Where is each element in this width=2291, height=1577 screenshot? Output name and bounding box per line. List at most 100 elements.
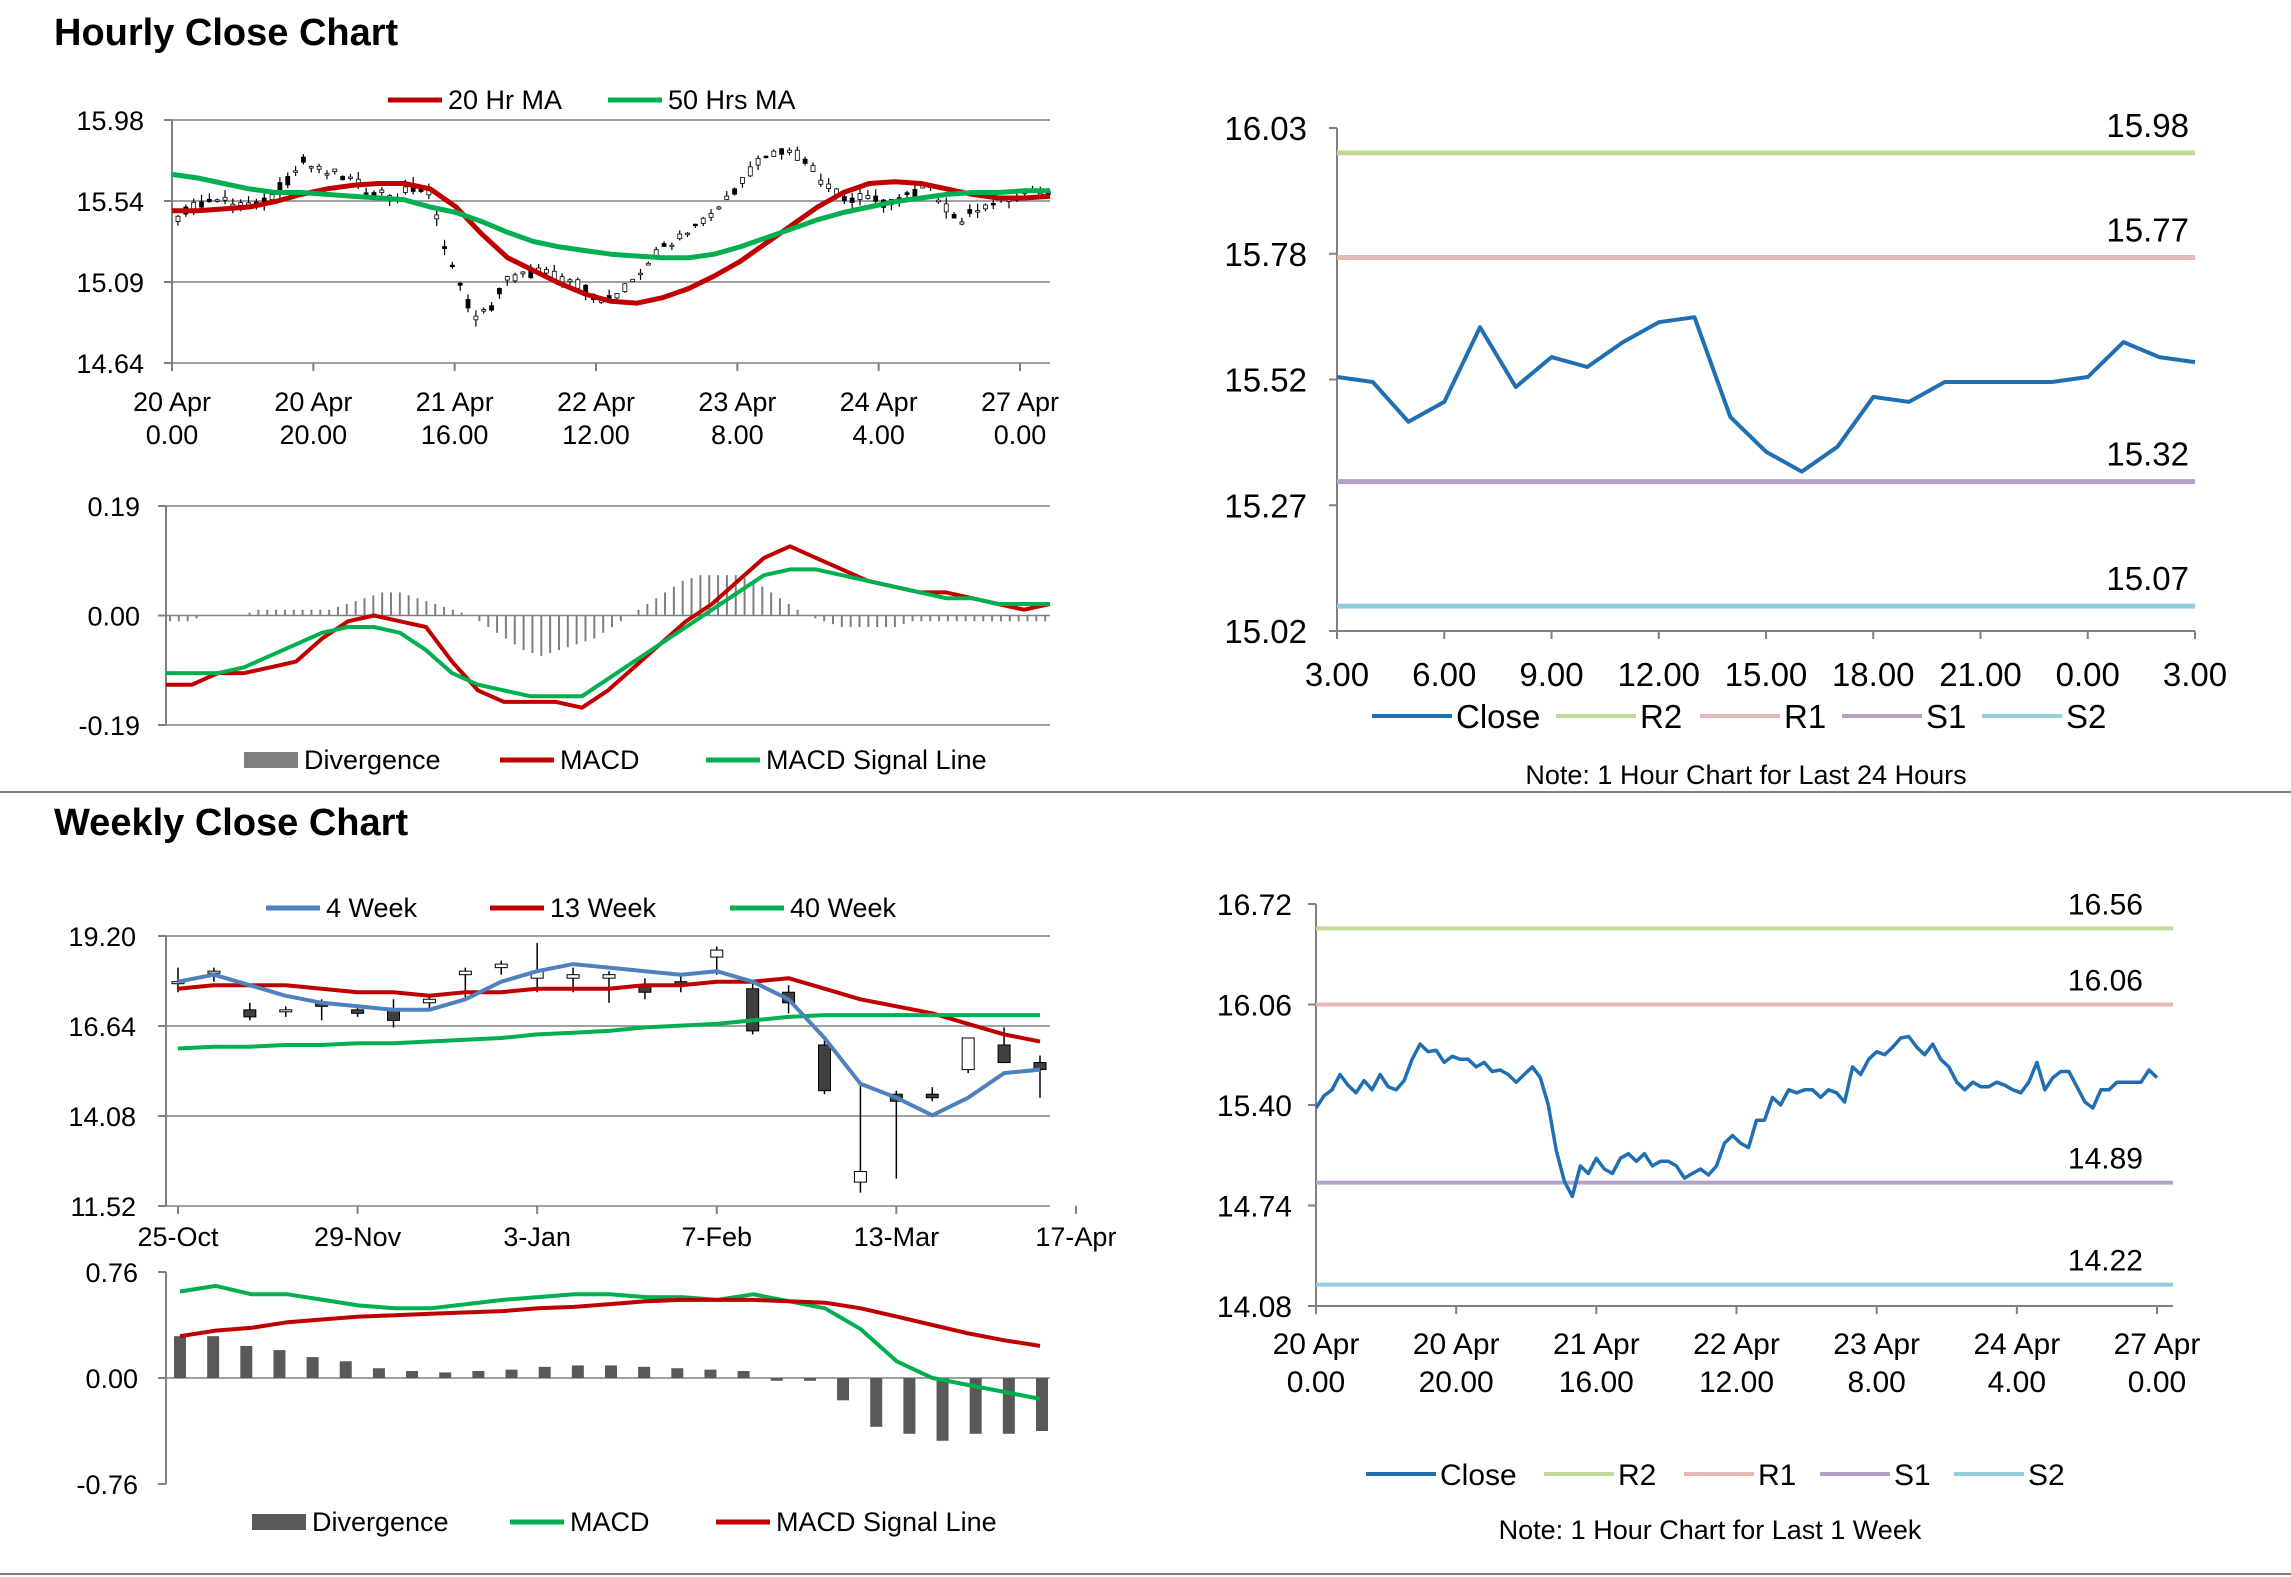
weekly-price-ytick-label: 14.08: [68, 1102, 136, 1132]
hourly-candle-body: [708, 213, 714, 218]
close-1w-ytick-label: 16.06: [1217, 990, 1292, 1023]
legend-24h-s2-label: S2: [2066, 698, 2106, 735]
hourly-price-ytick-label: 15.54: [76, 187, 144, 217]
close-24h-note: Note: 1 Hour Chart for Last 24 Hours: [1525, 760, 1966, 790]
legend-20hr-ma-label: 20 Hr MA: [448, 85, 562, 115]
weekly-macd-ytick-label: -0.76: [76, 1470, 138, 1500]
weekly-macd-divergence-bar: [870, 1378, 883, 1427]
legend-weekly-divergence-swatch: [252, 1514, 306, 1530]
close-1w-ytick-label: 14.74: [1217, 1191, 1292, 1224]
hourly-candle-body: [826, 183, 832, 190]
hourly-price-xtick-label: 22 Apr: [557, 387, 635, 417]
close-24h-xtick-label: 18.00: [1832, 656, 1915, 693]
weekly-macd-divergence-bar: [472, 1371, 485, 1378]
close-24h-level-label: 15.32: [2106, 436, 2189, 473]
close-1w-xtick-sublabel: 0.00: [2128, 1366, 2186, 1399]
legend-13week-label: 13 Week: [550, 893, 657, 923]
hourly-candle-body: [473, 315, 479, 321]
close-1w-xtick-label: 24 Apr: [1973, 1328, 2060, 1361]
hourly-candle-body: [630, 278, 636, 283]
hourly-price-xtick-sublabel: 16.00: [421, 420, 489, 450]
close-1w-ytick-label: 16.72: [1217, 889, 1292, 922]
hourly-candle-body: [677, 233, 683, 240]
hourly-candle-body: [740, 177, 745, 184]
close-1w-xtick-label: 21 Apr: [1553, 1328, 1640, 1361]
close-1w-xtick-sublabel: 4.00: [1988, 1366, 2046, 1399]
hourly-candle-body: [638, 272, 643, 276]
hourly-candle-body: [747, 166, 753, 177]
close-24h-xtick-label: 12.00: [1617, 656, 1700, 693]
hourly-candle-body: [340, 176, 346, 181]
hourly-price-xtick-label: 20 Apr: [274, 387, 352, 417]
close-1w-level-label: 16.56: [2068, 888, 2143, 921]
hourly-price-xtick-sublabel: 0.00: [994, 420, 1047, 450]
hourly-price-xtick-sublabel: 12.00: [562, 420, 630, 450]
hourly-candle-body: [841, 196, 847, 202]
close-1w-xtick-sublabel: 0.00: [1287, 1366, 1345, 1399]
hourly-macd-ytick-label: -0.19: [78, 711, 140, 741]
hourly-price-xtick-label: 27 Apr: [981, 387, 1059, 417]
close-24h-ytick-label: 16.03: [1224, 110, 1307, 147]
legend-40week-label: 40 Week: [790, 893, 897, 923]
close-24h-xtick-label: 15.00: [1725, 656, 1808, 693]
close-24h-xtick-label: 3.00: [2163, 656, 2227, 693]
hourly-candle-body: [489, 305, 494, 311]
close-24h-xtick-label: 3.00: [1305, 656, 1369, 693]
hourly-candle-body: [379, 189, 385, 193]
weekly-candle-body: [494, 963, 508, 969]
hourly-price-xtick-sublabel: 4.00: [852, 420, 905, 450]
weekly-macd-divergence-bar: [207, 1336, 220, 1378]
hourly-macd-signal-line: [166, 567, 1050, 699]
weekly-macd-divergence-bar: [1036, 1378, 1048, 1431]
weekly-candle-body: [422, 998, 436, 1004]
weekly-candle-body: [458, 970, 472, 976]
legend-1w-r2-label: R2: [1618, 1459, 1656, 1492]
hourly-macd-line: [166, 544, 1051, 710]
weekly-macd-divergence-bar: [306, 1357, 319, 1378]
hourly-candle-body: [308, 166, 314, 169]
legend-hourly-macd-label: MACD: [560, 745, 640, 775]
hourly-candle-body: [567, 279, 573, 283]
hourly-candle-body: [449, 264, 455, 268]
weekly-macd-divergence-bar: [770, 1378, 783, 1381]
hourly-candle-body: [849, 197, 855, 203]
hourly-50hr-ma-line: [171, 171, 1050, 261]
hourly-candle-body: [732, 188, 737, 195]
weekly-candle-body: [961, 1037, 975, 1071]
hourly-candle-body: [669, 244, 675, 248]
close-1w-xtick-label: 23 Apr: [1833, 1328, 1920, 1361]
hourly-candle-body: [818, 179, 824, 185]
weekly-macd-divergence-bar: [372, 1368, 385, 1378]
weekly-4week-line: [177, 962, 1041, 1118]
close-1w-xtick-sublabel: 16.00: [1559, 1366, 1634, 1399]
hourly-candle-body: [990, 203, 996, 206]
close-1w-note: Note: 1 Hour Chart for Last 1 Week: [1499, 1515, 1922, 1545]
hourly-candle-body: [794, 149, 800, 161]
close-1w-xtick-label: 22 Apr: [1693, 1328, 1780, 1361]
weekly-price-ytick-label: 11.52: [70, 1192, 136, 1222]
hourly-candle-body: [936, 199, 941, 203]
weekly-price-xtick-label: 17-Apr: [1035, 1222, 1116, 1252]
weekly-macd-divergence-bar: [273, 1350, 286, 1378]
close-1w-level-label: 14.89: [2068, 1143, 2143, 1176]
section-divider-top: [0, 791, 2291, 793]
close-1w-xtick-sublabel: 20.00: [1419, 1366, 1494, 1399]
weekly-macd-divergence-bar: [605, 1365, 617, 1378]
hourly-price-xtick-sublabel: 0.00: [146, 420, 199, 450]
hourly-candle-body: [967, 209, 973, 214]
weekly-macd-signal-line: [179, 1297, 1041, 1348]
hourly-candle-body: [716, 206, 722, 210]
close-24h-xtick-label: 6.00: [1412, 656, 1476, 693]
hourly-price-xtick-sublabel: 20.00: [280, 420, 348, 450]
hourly-candle-body: [943, 203, 949, 213]
hourly-candle-body: [520, 271, 526, 275]
hourly-candle-body: [755, 158, 761, 166]
hourly-candle-body: [402, 186, 408, 193]
hourly-candle-body: [700, 217, 706, 224]
weekly-candle-body: [171, 981, 185, 985]
hourly-macd-ytick-label: 0.19: [87, 492, 140, 522]
hourly-candle-body: [614, 293, 620, 299]
close-1w-level-label: 14.22: [2068, 1245, 2143, 1278]
close-24h-xtick-label: 21.00: [1939, 656, 2022, 693]
hourly-candle-body: [285, 176, 291, 186]
